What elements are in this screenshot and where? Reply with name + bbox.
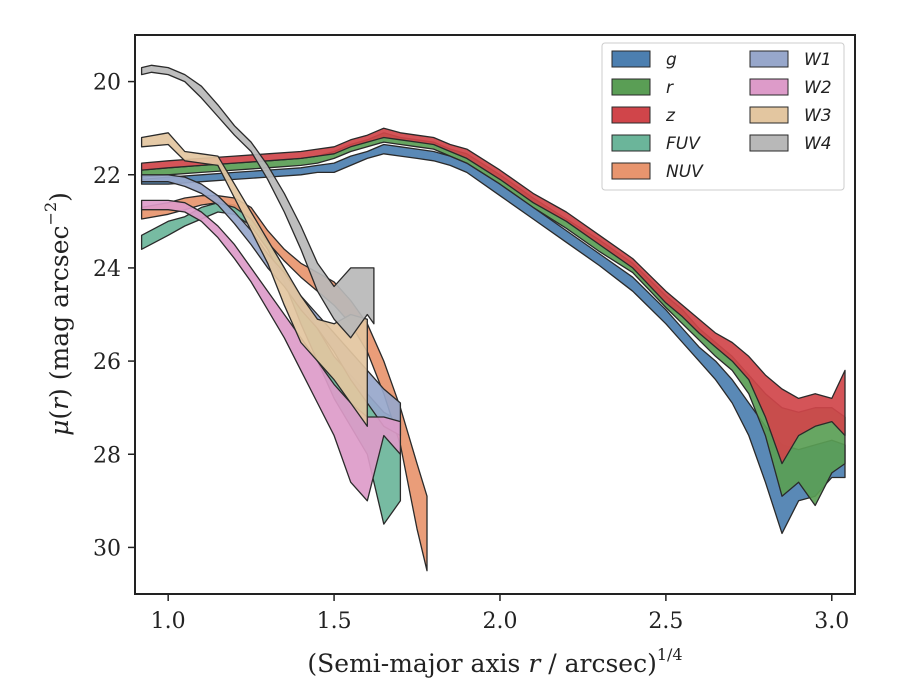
x-tick-label: 1.0 [151, 609, 186, 634]
series-band-w2 [140, 199, 402, 502]
x-tick-label: 1.5 [317, 609, 352, 634]
y-tick-label: 26 [93, 350, 121, 375]
series-bands [140, 64, 846, 572]
y-axis-label-end: ) [45, 192, 74, 202]
x-axis-label-var: r [528, 649, 542, 678]
y-axis-label-exponent: −2 [41, 202, 60, 226]
series-band-g [140, 143, 846, 535]
legend-swatch-w4 [749, 134, 789, 152]
plot-frame [134, 34, 856, 595]
legend-items: grz FUV NUV W1 W2 W3 W4 [611, 50, 832, 182]
y-tick-label: 20 [93, 71, 121, 96]
y-axis-label-open: ( [45, 410, 74, 420]
legend-swatch-g [611, 50, 651, 68]
y-axis-label-symbol: μ [45, 420, 74, 436]
x-tick-label: 3.0 [814, 609, 849, 634]
y-tick-label: 24 [93, 257, 121, 282]
y-axis-label-var: r [45, 396, 74, 410]
y-axis-label-unit: ) (mag arcsec [45, 225, 74, 398]
x-tick-label: 2.0 [482, 609, 517, 634]
legend-label-w4: W4 [804, 134, 832, 154]
series-band-w3 [140, 132, 368, 427]
y-tick-label: 22 [93, 164, 121, 189]
axis-ticks: 1.0 1.5 2.0 2.5 3.0 20 22 24 26 28 30 [93, 71, 849, 634]
legend-swatch-r [611, 78, 651, 96]
legend-label-w1: W1 [804, 50, 832, 70]
legend-swatch-w1 [749, 50, 789, 68]
legend-swatch-w2 [749, 78, 789, 96]
legend-swatch-z [611, 106, 651, 124]
x-axis-label: (Semi-major axis r / arcsec)1/4 [307, 645, 682, 678]
x-axis-label-pre: (Semi-major axis [307, 649, 528, 678]
legend-label-nuv: NUV [666, 162, 704, 182]
legend-label-fuv: FUV [666, 134, 701, 154]
legend-label-z: z [665, 106, 676, 126]
legend-label-g: g [666, 50, 677, 70]
legend-label-w3: W3 [804, 106, 832, 126]
y-tick-label: 30 [93, 536, 121, 561]
legend: grz FUV NUV W1 W2 W3 W4 [601, 42, 845, 191]
legend-swatch-w3 [749, 106, 789, 124]
legend-swatch-fuv [611, 134, 651, 152]
y-axis-label: μ(r) (mag arcsec−2) [41, 192, 74, 436]
x-axis-label-exponent: 1/4 [657, 645, 683, 664]
legend-label-r: r [666, 78, 674, 98]
series-band-nuv [140, 195, 428, 572]
legend-label-w2: W2 [804, 78, 832, 98]
y-tick-label: 28 [93, 443, 121, 468]
x-axis-label-mid: / arcsec) [540, 649, 657, 678]
x-tick-label: 2.5 [648, 609, 683, 634]
series-band-w4 [140, 64, 375, 339]
legend-swatch-nuv [611, 162, 651, 180]
